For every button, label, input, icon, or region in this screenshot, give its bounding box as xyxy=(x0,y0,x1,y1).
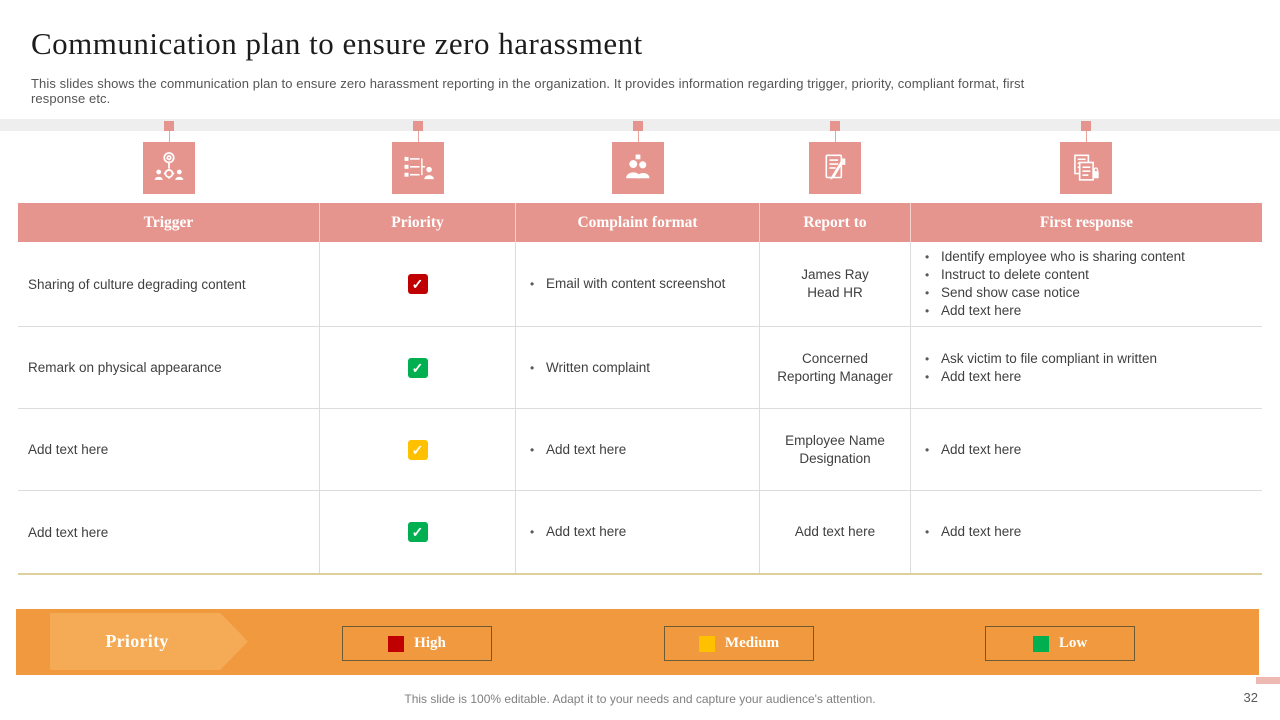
bullet-icon: • xyxy=(925,286,930,300)
table-row: Remark on physical appearance ✓ • Written… xyxy=(18,327,1262,409)
priority-label-badge: Priority xyxy=(50,613,248,670)
connector-dot xyxy=(1081,121,1091,131)
check-icon: ✓ xyxy=(411,276,424,292)
report-to-line: Head HR xyxy=(807,285,863,300)
priority-checkbox: ✓ xyxy=(407,357,428,378)
first-response-item: Add text here xyxy=(941,303,1022,318)
page-title: Communication plan to ensure zero harass… xyxy=(31,26,643,61)
check-icon: ✓ xyxy=(411,359,424,376)
trigger-cell: Sharing of culture degrading content xyxy=(28,276,246,292)
connector-dot xyxy=(830,121,840,131)
team-search-icon xyxy=(143,142,195,194)
page-number: 32 xyxy=(1243,690,1258,705)
table-row: Sharing of culture degrading content ✓ •… xyxy=(18,242,1262,327)
complaint-format-cell: Add text here xyxy=(546,524,627,539)
report-to-line: Employee Name xyxy=(785,432,885,448)
bullet-icon: • xyxy=(530,442,535,457)
legend-item-low: Low xyxy=(985,626,1135,661)
first-response-item: Add text here xyxy=(941,524,1022,539)
bullet-icon: • xyxy=(530,525,535,539)
report-to-line: Designation xyxy=(799,450,871,466)
high-color-swatch xyxy=(388,635,405,652)
check-icon: ✓ xyxy=(411,524,424,540)
report-to-line: Concerned xyxy=(801,350,869,366)
header-report-to: Report to xyxy=(760,203,911,242)
connector-dot xyxy=(164,121,174,131)
bullet-icon: • xyxy=(925,351,930,366)
complaint-format-cell: Written complaint xyxy=(546,359,651,375)
report-to-line: Reporting Manager xyxy=(777,368,893,384)
priority-label: Priority xyxy=(105,631,169,651)
priority-legend-bar: Priority High Medium Low xyxy=(16,609,1259,675)
legend-item-high: High xyxy=(342,626,492,661)
footer-note: This slide is 100% editable. Adapt it to… xyxy=(404,692,876,706)
bullet-icon: • xyxy=(925,250,930,264)
table-header-row: Trigger Priority Complaint format Report… xyxy=(18,203,1262,242)
bullet-icon: • xyxy=(925,268,930,282)
legend-label: Low xyxy=(1058,635,1088,651)
first-response-item: Ask victim to file compliant in written xyxy=(941,350,1158,366)
report-to-line: James Ray xyxy=(801,267,869,282)
header-trigger: Trigger xyxy=(18,203,320,242)
priority-checkbox: ✓ xyxy=(407,274,428,294)
complaint-format-cell: Add text here xyxy=(546,441,627,457)
connector-dot xyxy=(413,121,423,131)
bullet-icon: • xyxy=(925,304,930,318)
legend-label: High xyxy=(414,635,446,651)
bullet-icon: • xyxy=(925,369,930,384)
first-response-item: Instruct to delete content xyxy=(941,267,1089,282)
report-to-line: Add text here xyxy=(794,524,876,539)
medium-color-swatch xyxy=(698,635,715,652)
bullet-icon: • xyxy=(530,277,535,291)
check-icon: ✓ xyxy=(411,441,424,458)
legend-item-medium: Medium xyxy=(664,626,814,661)
page-subtitle: This slides shows the communication plan… xyxy=(31,76,1025,106)
low-color-swatch xyxy=(1032,635,1049,652)
connector-line xyxy=(1086,131,1087,143)
connector-dot xyxy=(633,121,643,131)
first-response-item: Add text here xyxy=(941,368,1022,384)
corner-accent xyxy=(1256,677,1280,684)
header-first-response: First response xyxy=(1039,213,1134,231)
connector-line xyxy=(169,131,170,143)
bullet-icon: • xyxy=(925,442,930,457)
report-document-icon xyxy=(809,142,861,194)
connector-line xyxy=(835,131,836,143)
first-response-item: Add text here xyxy=(941,441,1022,457)
communication-plan-table: Trigger Priority Complaint format Report… xyxy=(18,203,1262,575)
priority-checkbox: ✓ xyxy=(407,439,428,460)
legend-label: Medium xyxy=(724,635,780,651)
table-row: Add text here ✓ • Add text here Add text … xyxy=(18,491,1262,573)
header-priority: Priority xyxy=(320,203,516,242)
priority-list-icon xyxy=(392,142,444,194)
people-icon xyxy=(612,142,664,194)
table-row: Add text here ✓ • Add text here Employee … xyxy=(18,409,1262,491)
trigger-cell: Add text here xyxy=(28,442,109,457)
priority-checkbox: ✓ xyxy=(407,522,428,542)
complaint-format-cell: Email with content screenshot xyxy=(546,276,726,291)
connector-line xyxy=(418,131,419,143)
first-response-item: Send show case notice xyxy=(941,285,1080,300)
trigger-cell: Add text here xyxy=(28,524,109,540)
bullet-icon: • xyxy=(925,525,930,539)
connector-line xyxy=(638,131,639,143)
first-response-item: Identify employee who is sharing content xyxy=(941,249,1185,264)
bullet-icon: • xyxy=(530,360,535,375)
response-documents-icon xyxy=(1060,142,1112,194)
header-complaint-format: Complaint format xyxy=(516,203,760,242)
trigger-cell: Remark on physical appearance xyxy=(28,360,222,375)
